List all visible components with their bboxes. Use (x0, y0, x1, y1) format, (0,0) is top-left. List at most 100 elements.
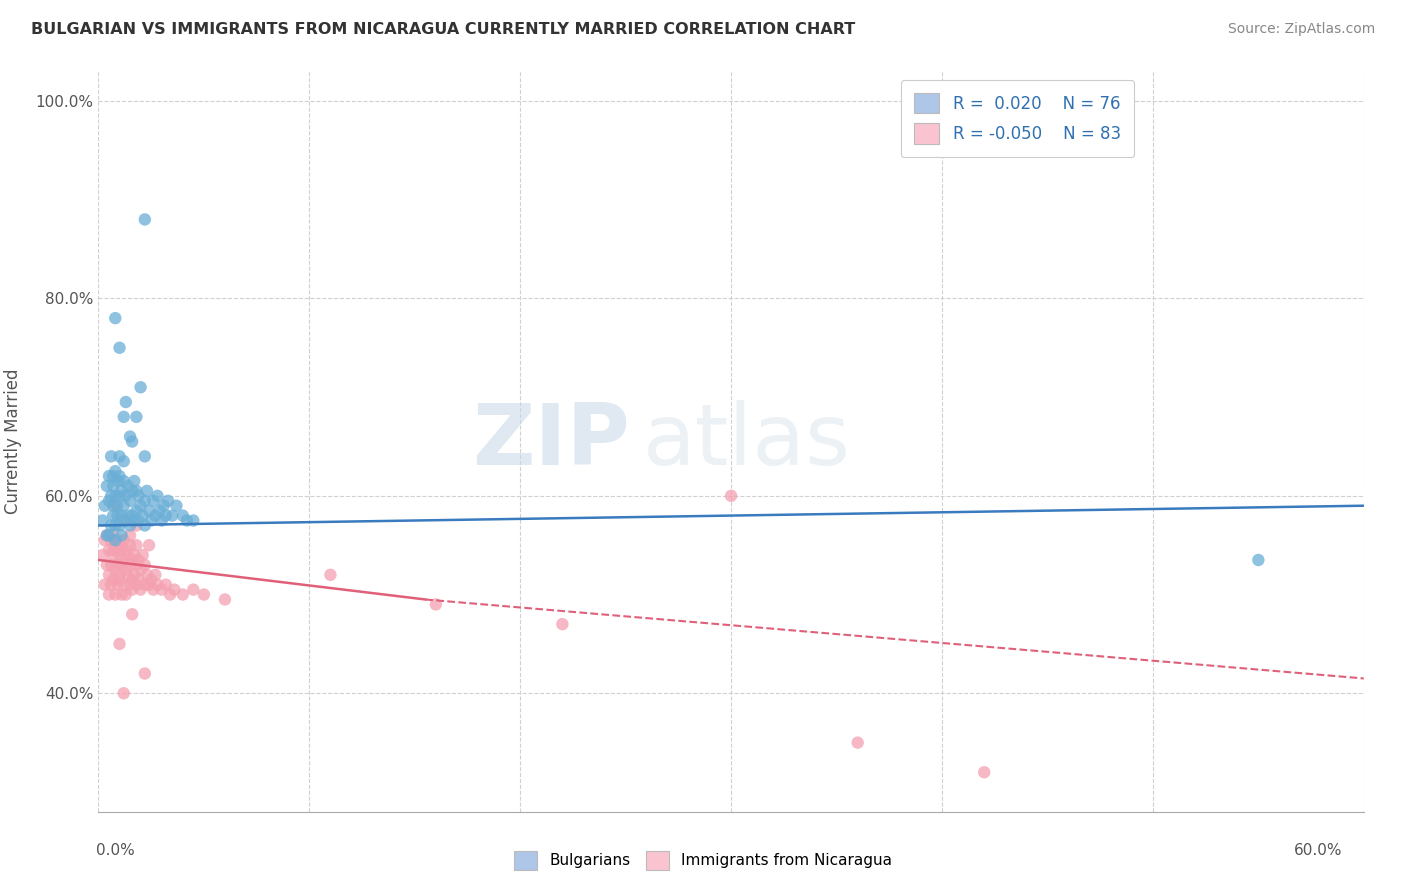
Point (153, 499, 176, 513)
Point (125, 503, 148, 517)
Point (107, 474, 129, 488)
Point (104, 464, 127, 478)
Point (149, 503, 172, 517)
Point (142, 493, 165, 508)
Point (103, 479, 125, 493)
Legend: R =  0.020    N = 76, R = -0.050    N = 83: R = 0.020 N = 76, R = -0.050 N = 83 (901, 79, 1135, 157)
Point (103, 528, 125, 542)
Point (129, 563, 152, 577)
Point (142, 582, 165, 597)
Point (104, 311, 127, 326)
Point (124, 548, 146, 562)
Point (115, 563, 138, 577)
Point (193, 588, 215, 602)
Point (183, 514, 205, 528)
Point (93, 533, 117, 548)
Point (112, 553, 135, 567)
Point (132, 548, 155, 562)
Point (125, 483, 148, 498)
Point (146, 577, 169, 591)
Point (117, 548, 139, 562)
Point (128, 489, 150, 503)
Point (98, 543, 121, 558)
Point (1247, 553, 1270, 567)
Point (166, 499, 188, 513)
Text: BULGARIAN VS IMMIGRANTS FROM NICARAGUA CURRENTLY MARRIED CORRELATION CHART: BULGARIAN VS IMMIGRANTS FROM NICARAGUA C… (31, 22, 855, 37)
Point (551, 617, 574, 632)
Point (125, 558, 148, 572)
Point (183, 582, 205, 597)
Point (104, 588, 127, 602)
Point (104, 563, 127, 577)
Point (425, 598, 447, 612)
Point (121, 607, 143, 622)
Point (121, 553, 143, 567)
Point (120, 528, 141, 542)
Point (115, 489, 138, 503)
Point (112, 454, 135, 468)
Point (96, 528, 118, 542)
Point (107, 508, 129, 523)
Point (128, 553, 150, 567)
Point (138, 538, 160, 552)
Point (172, 588, 194, 602)
Point (132, 508, 155, 523)
Point (103, 508, 125, 523)
Point (134, 558, 156, 572)
Point (134, 212, 156, 227)
Point (120, 493, 141, 508)
Point (98, 588, 121, 602)
Point (112, 474, 135, 488)
Point (846, 736, 869, 750)
Legend: Bulgarians, Immigrants from Nicaragua: Bulgarians, Immigrants from Nicaragua (506, 843, 900, 877)
Point (107, 499, 129, 513)
Point (108, 450, 131, 464)
Point (155, 508, 177, 523)
Point (103, 548, 125, 562)
Point (103, 573, 125, 587)
Point (163, 582, 186, 597)
Point (973, 765, 995, 780)
Text: 60.0%: 60.0% (1295, 843, 1343, 858)
Point (134, 493, 156, 508)
Point (108, 637, 131, 651)
Point (134, 450, 156, 464)
Point (124, 567, 146, 582)
Point (107, 533, 129, 548)
Point (136, 483, 159, 498)
Point (141, 573, 163, 587)
Point (129, 499, 152, 513)
Point (91, 548, 114, 562)
Y-axis label: Currently Married: Currently Married (4, 368, 21, 515)
Point (96, 479, 118, 493)
Point (117, 567, 139, 582)
Point (112, 409, 135, 424)
Point (111, 483, 132, 498)
Point (115, 543, 138, 558)
Point (124, 514, 146, 528)
Point (146, 489, 169, 503)
Point (112, 499, 135, 513)
Point (128, 573, 150, 587)
Point (125, 577, 148, 591)
Point (100, 489, 122, 503)
Point (112, 686, 135, 700)
Point (104, 518, 127, 533)
Point (145, 508, 166, 523)
Point (319, 567, 342, 582)
Point (121, 582, 143, 597)
Point (100, 450, 122, 464)
Point (138, 577, 160, 591)
Point (117, 508, 139, 523)
Point (107, 558, 129, 572)
Point (159, 588, 181, 602)
Point (134, 577, 156, 591)
Point (93, 577, 117, 591)
Point (176, 514, 198, 528)
Point (104, 499, 127, 513)
Point (145, 567, 166, 582)
Point (108, 567, 131, 582)
Point (103, 543, 125, 558)
Point (155, 577, 177, 591)
Point (121, 573, 143, 587)
